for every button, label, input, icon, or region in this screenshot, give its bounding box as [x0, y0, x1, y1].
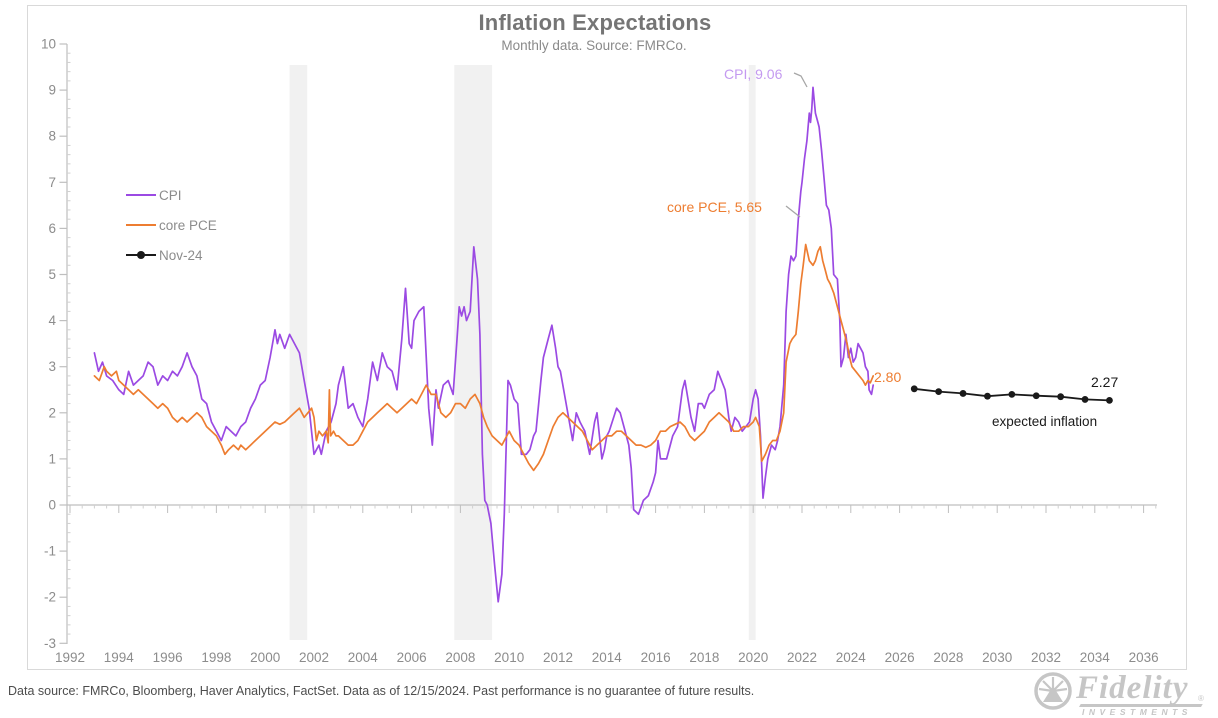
svg-text:9: 9: [48, 83, 56, 98]
expected-inflation-end-value: 2.27: [1091, 374, 1119, 390]
chart-subtitle: Monthly data. Source: FMRCo.: [501, 38, 687, 53]
svg-text:2002: 2002: [299, 650, 329, 665]
svg-text:2026: 2026: [885, 650, 915, 665]
fidelity-pyramid-icon: [1034, 672, 1072, 710]
svg-text:2014: 2014: [592, 650, 623, 665]
legend-item-core-pce: core PCE: [126, 210, 217, 240]
chart-border: [27, 5, 1187, 670]
svg-text:2036: 2036: [1129, 650, 1159, 665]
svg-text:2: 2: [48, 405, 56, 420]
svg-text:3: 3: [48, 359, 56, 374]
fidelity-wordmark: Fidelity: [1076, 670, 1189, 706]
svg-text:2032: 2032: [1031, 650, 1061, 665]
cpi-peak-annotation: CPI, 9.06: [724, 66, 783, 82]
legend-label-nov-24: Nov-24: [159, 247, 203, 263]
svg-text:-2: -2: [44, 590, 56, 605]
svg-text:2016: 2016: [641, 650, 671, 665]
core-pce-end-value: 2.80: [874, 369, 902, 385]
svg-text:2004: 2004: [348, 650, 379, 665]
svg-text:1: 1: [48, 451, 56, 466]
svg-text:1994: 1994: [104, 650, 135, 665]
expected-inflation-label: expected inflation: [992, 414, 1098, 429]
nov-24-line-dot-swatch-icon: [126, 251, 156, 259]
svg-text:1992: 1992: [55, 650, 85, 665]
svg-text:8: 8: [48, 129, 56, 144]
legend-item-nov-24: Nov-24: [126, 240, 217, 270]
legend-label-cpi: CPI: [159, 187, 182, 203]
svg-text:4: 4: [48, 313, 56, 328]
svg-text:2018: 2018: [689, 650, 719, 665]
svg-text:2034: 2034: [1080, 650, 1111, 665]
chart-legend: CPI core PCE Nov-24: [126, 180, 217, 270]
registered-mark: ®: [1198, 694, 1204, 703]
svg-text:2000: 2000: [250, 650, 280, 665]
svg-text:2022: 2022: [787, 650, 817, 665]
svg-text:2030: 2030: [982, 650, 1012, 665]
fidelity-investments-text: INVESTMENTS: [1082, 707, 1192, 717]
svg-text:2008: 2008: [445, 650, 475, 665]
fidelity-logo: Fidelity ® INVESTMENTS: [1032, 670, 1214, 717]
svg-text:2024: 2024: [836, 650, 867, 665]
disclaimer-text: Data source: FMRCo, Bloomberg, Haver Ana…: [8, 684, 755, 698]
svg-text:1998: 1998: [201, 650, 231, 665]
svg-text:2012: 2012: [543, 650, 573, 665]
svg-text:-3: -3: [44, 636, 56, 651]
chart-title: Inflation Expectations: [478, 10, 712, 35]
legend-item-cpi: CPI: [126, 180, 217, 210]
svg-text:2010: 2010: [494, 650, 524, 665]
svg-text:2028: 2028: [933, 650, 963, 665]
svg-text:0: 0: [48, 498, 56, 513]
core-pce-line-swatch-icon: [126, 224, 156, 226]
svg-text:10: 10: [41, 37, 56, 52]
svg-text:2020: 2020: [738, 650, 768, 665]
svg-text:5: 5: [48, 267, 56, 282]
svg-text:1996: 1996: [153, 650, 183, 665]
svg-text:2006: 2006: [397, 650, 427, 665]
cpi-line-swatch-icon: [126, 194, 156, 196]
svg-text:-1: -1: [44, 544, 56, 559]
legend-label-core-pce: core PCE: [159, 217, 217, 233]
svg-text:6: 6: [48, 221, 56, 236]
svg-text:7: 7: [48, 175, 56, 190]
core-pce-peak-annotation: core PCE, 5.65: [667, 199, 762, 215]
